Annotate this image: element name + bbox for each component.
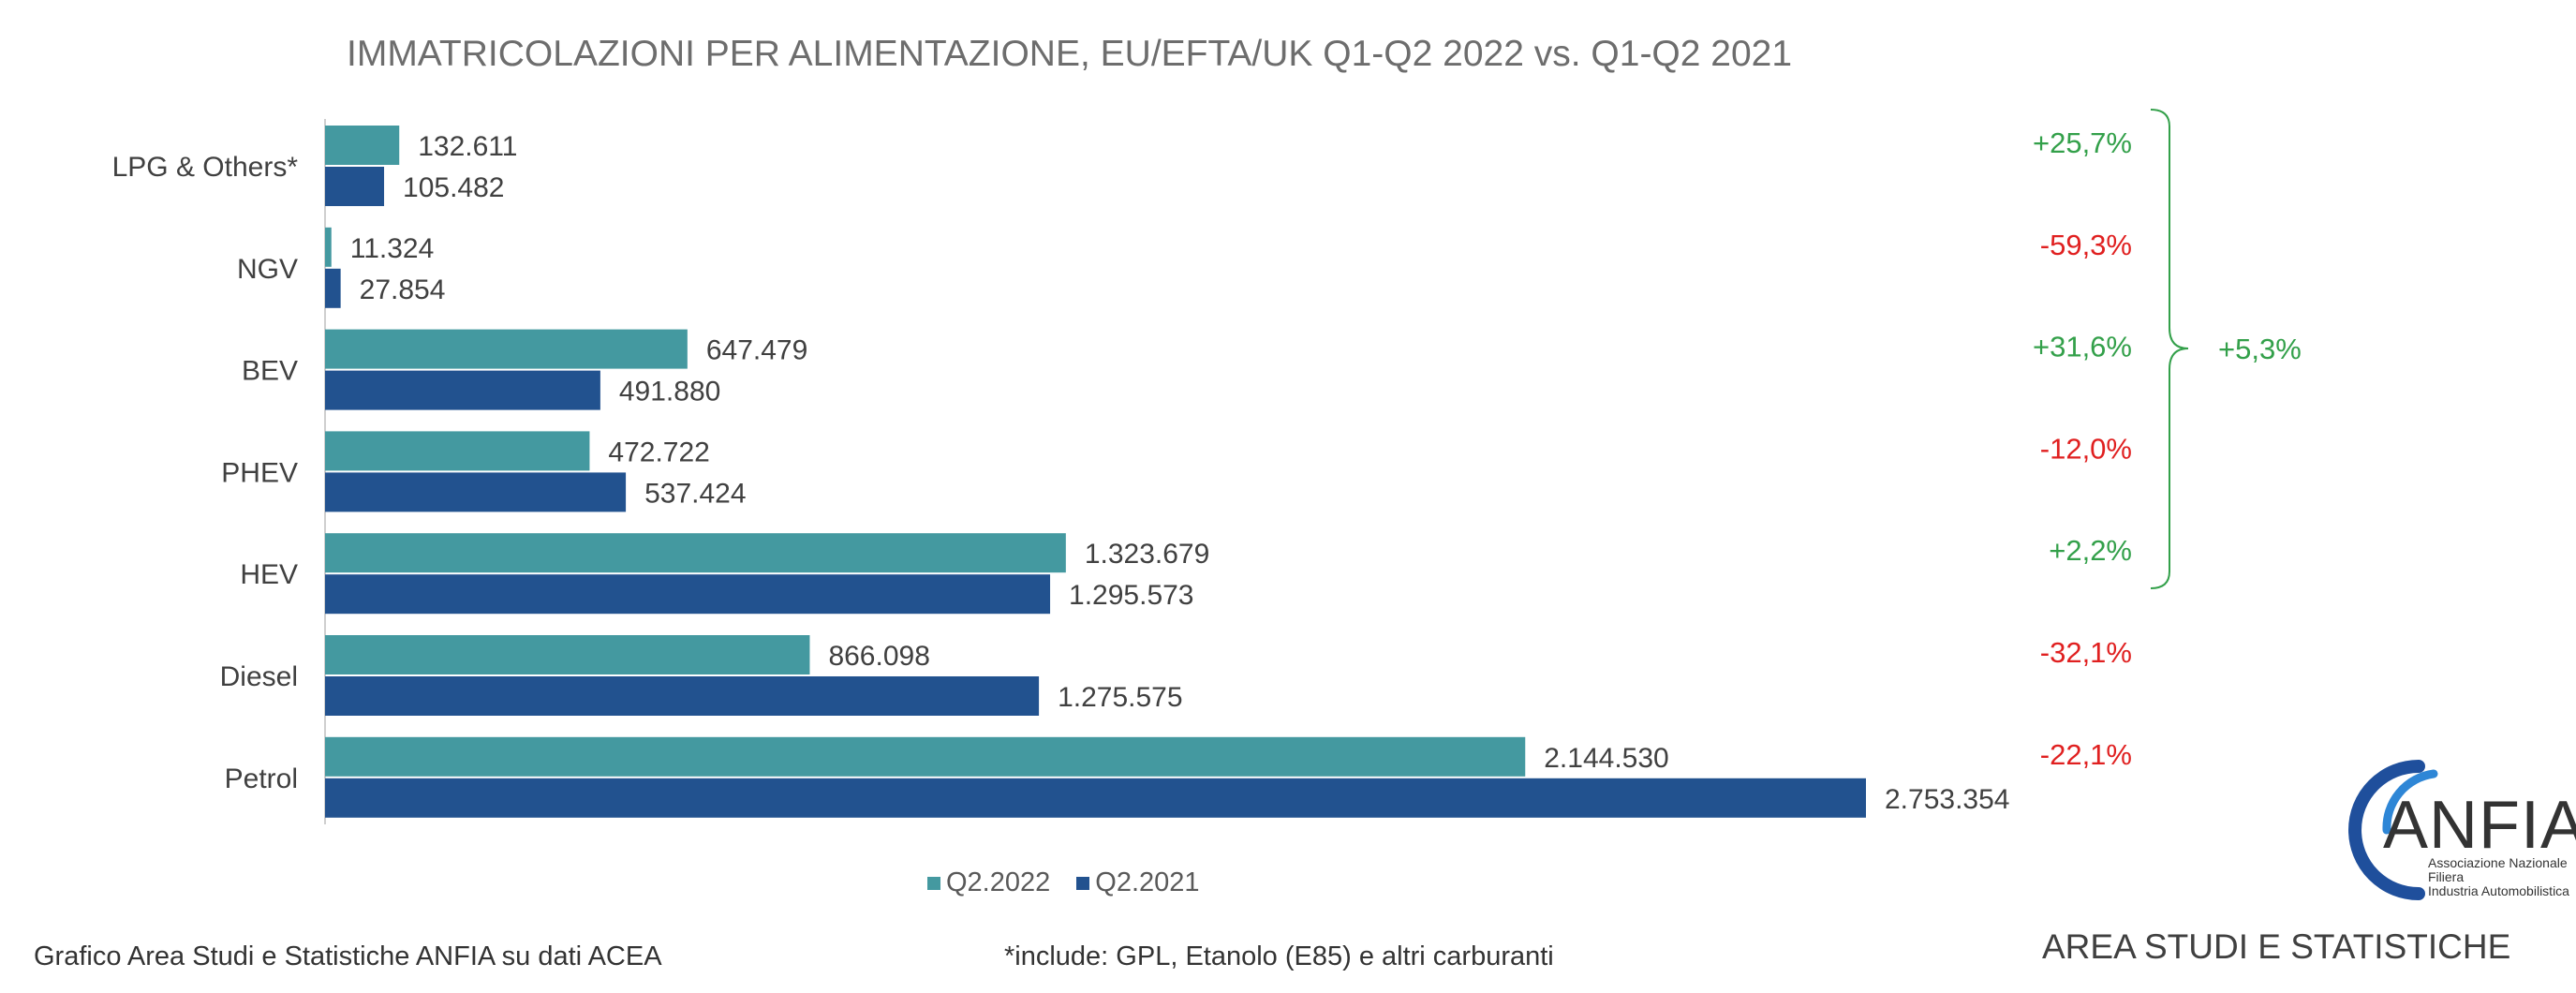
- change-label-ngv: -59,3%: [2040, 229, 2132, 261]
- data-label-hev-q2-2021: 1.295.573: [1069, 580, 1193, 611]
- bar-petrol-q2-2022: [325, 736, 1526, 777]
- legend-item-q2-2021: Q2.2021: [1076, 867, 1200, 898]
- data-label-petrol-q2-2022: 2.144.530: [1544, 743, 1668, 774]
- category-label-bev: BEV: [242, 356, 298, 387]
- change-label-hev: +2,2%: [2049, 534, 2132, 567]
- bar-lpg-others-q2-2021: [325, 167, 385, 206]
- data-label-ngv-q2-2021: 27.854: [360, 274, 446, 305]
- logo-subtitle: Associazione Nazionale Filiera Industria…: [2428, 856, 2569, 898]
- data-label-hev-q2-2022: 1.323.679: [1085, 539, 1209, 570]
- bar-hev-q2-2022: [325, 533, 1066, 573]
- data-label-phev-q2-2022: 472.722: [608, 437, 709, 467]
- legend-label-q2-2022: Q2.2022: [946, 867, 1051, 897]
- logo-subtitle-line: Associazione Nazionale: [2428, 855, 2568, 870]
- bar-bev-q2-2021: [325, 370, 600, 410]
- bar-hev-q2-2021: [325, 574, 1051, 615]
- bar-phev-q2-2022: [325, 431, 590, 471]
- footnote: *include: GPL, Etanolo (E85) e altri car…: [1004, 941, 1554, 971]
- department-label: AREA STUDI E STATISTICHE: [2042, 927, 2511, 966]
- logo-subtitle-line: Filiera: [2428, 869, 2465, 884]
- change-label-petrol: -22,1%: [2040, 738, 2132, 771]
- group-change-label: +5,3%: [2218, 333, 2302, 365]
- category-label-hev: HEV: [240, 559, 298, 590]
- category-label-lpg-others: LPG & Others*: [112, 152, 299, 183]
- bar-bev-q2-2022: [325, 329, 688, 369]
- data-label-bev-q2-2021: 491.880: [619, 377, 720, 408]
- group-bracket: [2150, 109, 2189, 589]
- category-label-phev: PHEV: [221, 457, 298, 488]
- bar-lpg-others-q2-2022: [325, 126, 400, 165]
- bar-chart: LPG & Others* 132.611 105.482 +25,7% NGV 11.3…: [112, 109, 2302, 824]
- bar-ngv-q2-2022: [325, 227, 332, 267]
- data-label-lpg-others-q2-2021: 105.482: [403, 172, 504, 203]
- data-label-phev-q2-2021: 537.424: [644, 478, 746, 509]
- logo-arc-icon: [2348, 760, 2438, 900]
- logo-wordmark: ANFIA: [2383, 788, 2576, 863]
- category-label-petrol: Petrol: [225, 763, 298, 794]
- legend-swatch-q2-2022: [927, 876, 940, 890]
- anfia-logo: ANFIA Associazione Nazionale Filiera Ind…: [2331, 757, 2576, 907]
- change-label-diesel: -32,1%: [2040, 636, 2132, 669]
- bar-diesel-q2-2022: [325, 635, 810, 674]
- legend-item-q2-2022: Q2.2022: [927, 867, 1050, 898]
- bar-petrol-q2-2021: [325, 778, 1866, 818]
- bar-diesel-q2-2021: [325, 676, 1040, 716]
- legend: Q2.2022 Q2.2021: [927, 867, 1200, 898]
- data-label-ngv-q2-2022: 11.324: [350, 233, 435, 264]
- legend-label-q2-2021: Q2.2021: [1095, 867, 1200, 897]
- logo-subtitle-line: Industria Automobilistica: [2428, 883, 2569, 898]
- category-label-ngv: NGV: [237, 254, 298, 285]
- data-label-diesel-q2-2022: 866.098: [828, 641, 929, 672]
- data-label-lpg-others-q2-2022: 132.611: [418, 131, 517, 162]
- source-note: Grafico Area Studi e Statistiche ANFIA s…: [34, 941, 662, 971]
- data-label-diesel-q2-2021: 1.275.575: [1058, 682, 1182, 713]
- bar-phev-q2-2021: [325, 472, 627, 512]
- change-label-phev: -12,0%: [2040, 432, 2132, 465]
- bar-ngv-q2-2021: [325, 268, 341, 308]
- legend-swatch-q2-2021: [1076, 876, 1090, 890]
- data-label-bev-q2-2022: 647.479: [706, 335, 807, 366]
- data-label-petrol-q2-2021: 2.753.354: [1885, 784, 2009, 815]
- chart-title: IMMATRICOLAZIONI PER ALIMENTAZIONE, EU/E…: [347, 34, 1793, 74]
- change-label-lpg-others: +25,7%: [2033, 126, 2132, 159]
- category-label-diesel: Diesel: [220, 661, 298, 692]
- change-label-bev: +31,6%: [2033, 331, 2132, 363]
